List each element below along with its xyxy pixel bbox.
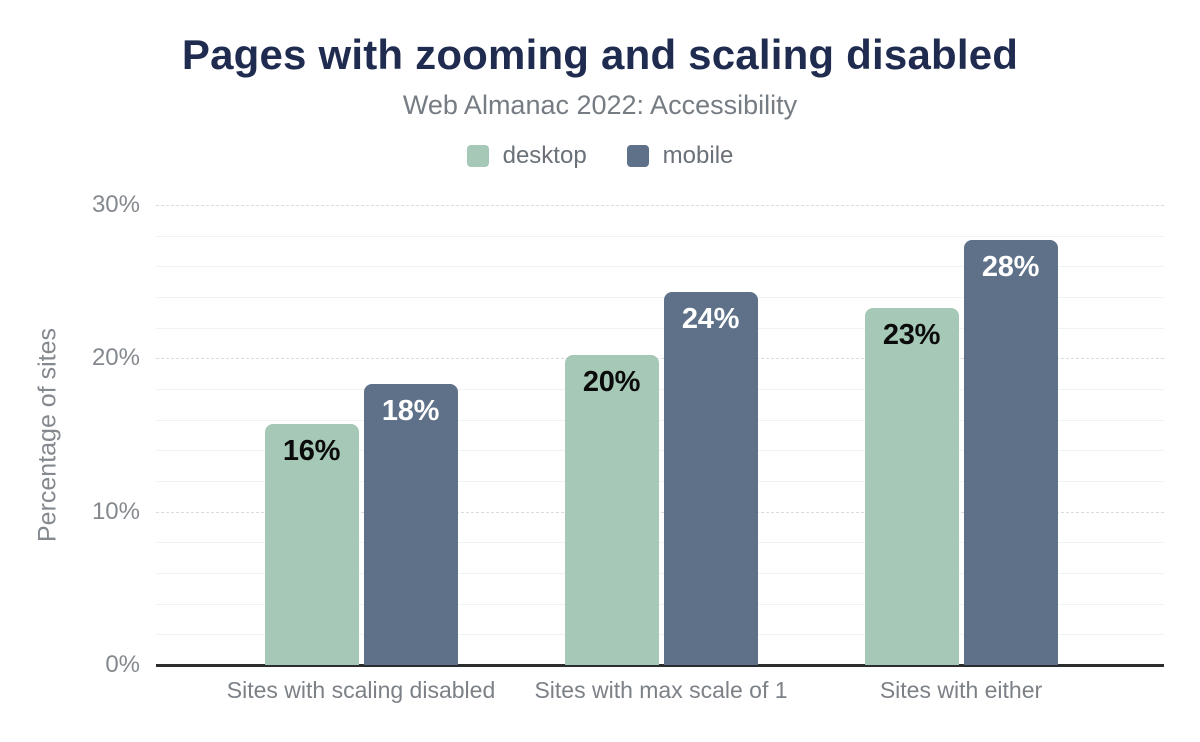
minor-gridline [156, 327, 1164, 329]
bar-mobile-2[interactable]: 24% [663, 292, 758, 665]
legend-item-mobile: mobile [626, 142, 734, 170]
bar-mobile-1[interactable]: 18% [363, 384, 458, 665]
bar-value-label: 28% [981, 251, 1040, 284]
bar-value-label: 20% [582, 366, 641, 399]
legend-label-desktop: desktop [502, 142, 587, 169]
legend-swatch-desktop [466, 145, 489, 167]
plot-area: 0% 10% 20% 30% 16% 18% Sites with scaling disa… [92, 191, 1164, 703]
y-tick-label: 10% [91, 497, 140, 525]
major-gridline [156, 358, 1164, 360]
minor-gridline [156, 266, 1164, 268]
bar-value-label: 16% [282, 435, 341, 468]
x-category-label: Sites with max scale of 1 [534, 677, 788, 703]
x-axis-line [156, 664, 1164, 667]
minor-gridline [156, 634, 1164, 636]
major-gridline [156, 205, 1164, 206]
bar-value-label: 24% [681, 303, 740, 336]
legend-swatch-mobile [626, 145, 649, 167]
legend-label-mobile: mobile [662, 142, 734, 169]
bar-value-label: 18% [381, 395, 440, 428]
y-tick-label: 0% [105, 651, 140, 678]
x-category-label: Sites with either [879, 677, 1043, 703]
minor-gridline [156, 419, 1164, 421]
bar-value-label: 23% [882, 318, 941, 351]
chart-title: Pages with zooming and scaling disabled [181, 31, 1019, 78]
major-gridline [156, 511, 1164, 513]
minor-gridline [156, 297, 1164, 298]
bar-desktop-2[interactable]: 20% [564, 355, 659, 665]
minor-gridline [156, 450, 1164, 452]
x-category-label: Sites with scaling disabled [226, 677, 496, 703]
minor-gridline [156, 542, 1164, 544]
minor-gridline [156, 481, 1164, 482]
minor-gridline [156, 235, 1164, 237]
legend-item-desktop: desktop [466, 142, 587, 170]
minor-gridline [156, 603, 1164, 605]
bar-mobile-3[interactable]: 28% [963, 240, 1058, 665]
minor-gridline [156, 573, 1164, 574]
chart-subtitle: Web Almanac 2022: Accessibility [402, 90, 798, 120]
bar-desktop-1[interactable]: 16% [264, 424, 359, 665]
minor-gridline [156, 389, 1164, 390]
bar-desktop-3[interactable]: 23% [864, 307, 959, 665]
y-tick-label: 20% [91, 344, 140, 372]
y-tick-label: 30% [91, 191, 140, 218]
chart-legend: desktop mobile [0, 142, 1200, 170]
